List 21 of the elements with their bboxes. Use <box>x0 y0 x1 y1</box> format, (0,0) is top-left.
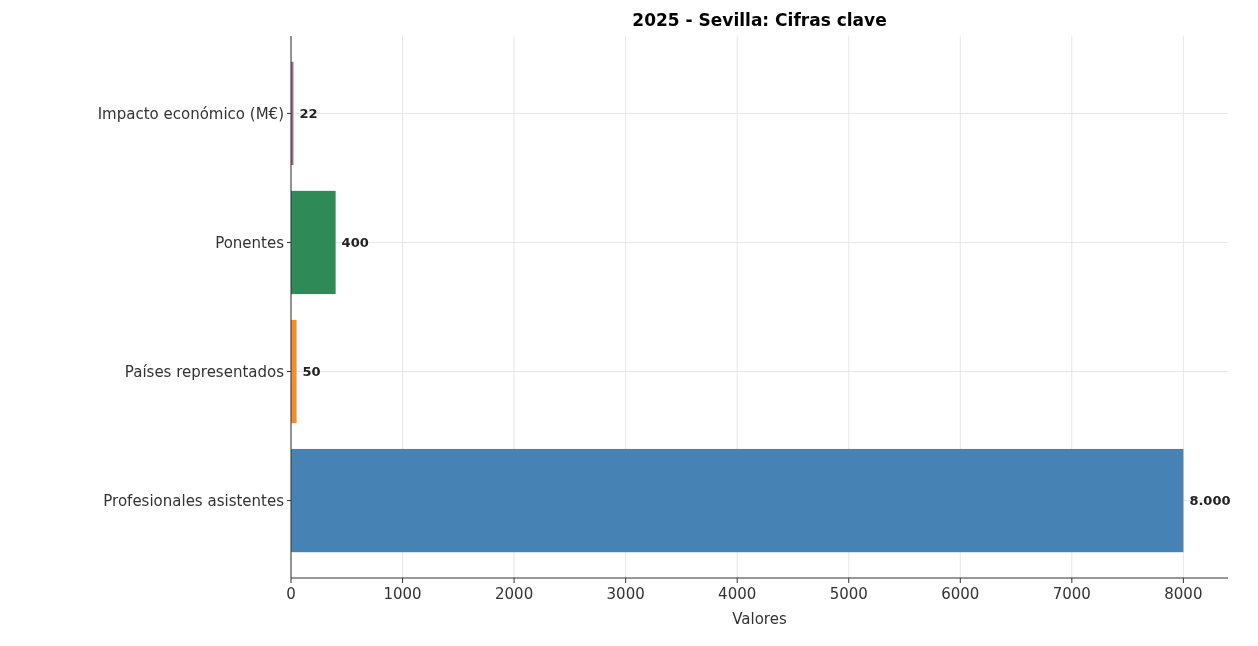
x-tick-label: 2000 <box>495 585 534 603</box>
x-tick-label: 1000 <box>383 585 422 603</box>
chart-title: 2025 - Sevilla: Cifras clave <box>632 10 887 30</box>
data-label: 22 <box>299 105 318 121</box>
y-tick-label: Ponentes <box>215 233 285 252</box>
x-tick-label: 0 <box>286 585 296 603</box>
y-tick-label: Impacto económico (M€) <box>97 104 284 123</box>
bar <box>291 190 336 295</box>
data-label: 400 <box>341 235 369 251</box>
x-tick-label: 5000 <box>829 585 868 603</box>
data-label: 8.000 <box>1189 493 1231 509</box>
x-tick-label: 4000 <box>718 585 757 603</box>
x-tick-label: 6000 <box>941 585 980 603</box>
x-axis-title: Valores <box>732 610 787 628</box>
x-tick-label: 3000 <box>606 585 645 603</box>
y-tick-label: Países representados <box>124 362 285 381</box>
data-label: 50 <box>302 364 321 380</box>
bar <box>291 448 1184 553</box>
x-tick-label: 7000 <box>1052 585 1091 603</box>
y-tick-label: Profesionales asistentes <box>103 491 285 510</box>
x-tick-label: 8000 <box>1164 585 1203 603</box>
